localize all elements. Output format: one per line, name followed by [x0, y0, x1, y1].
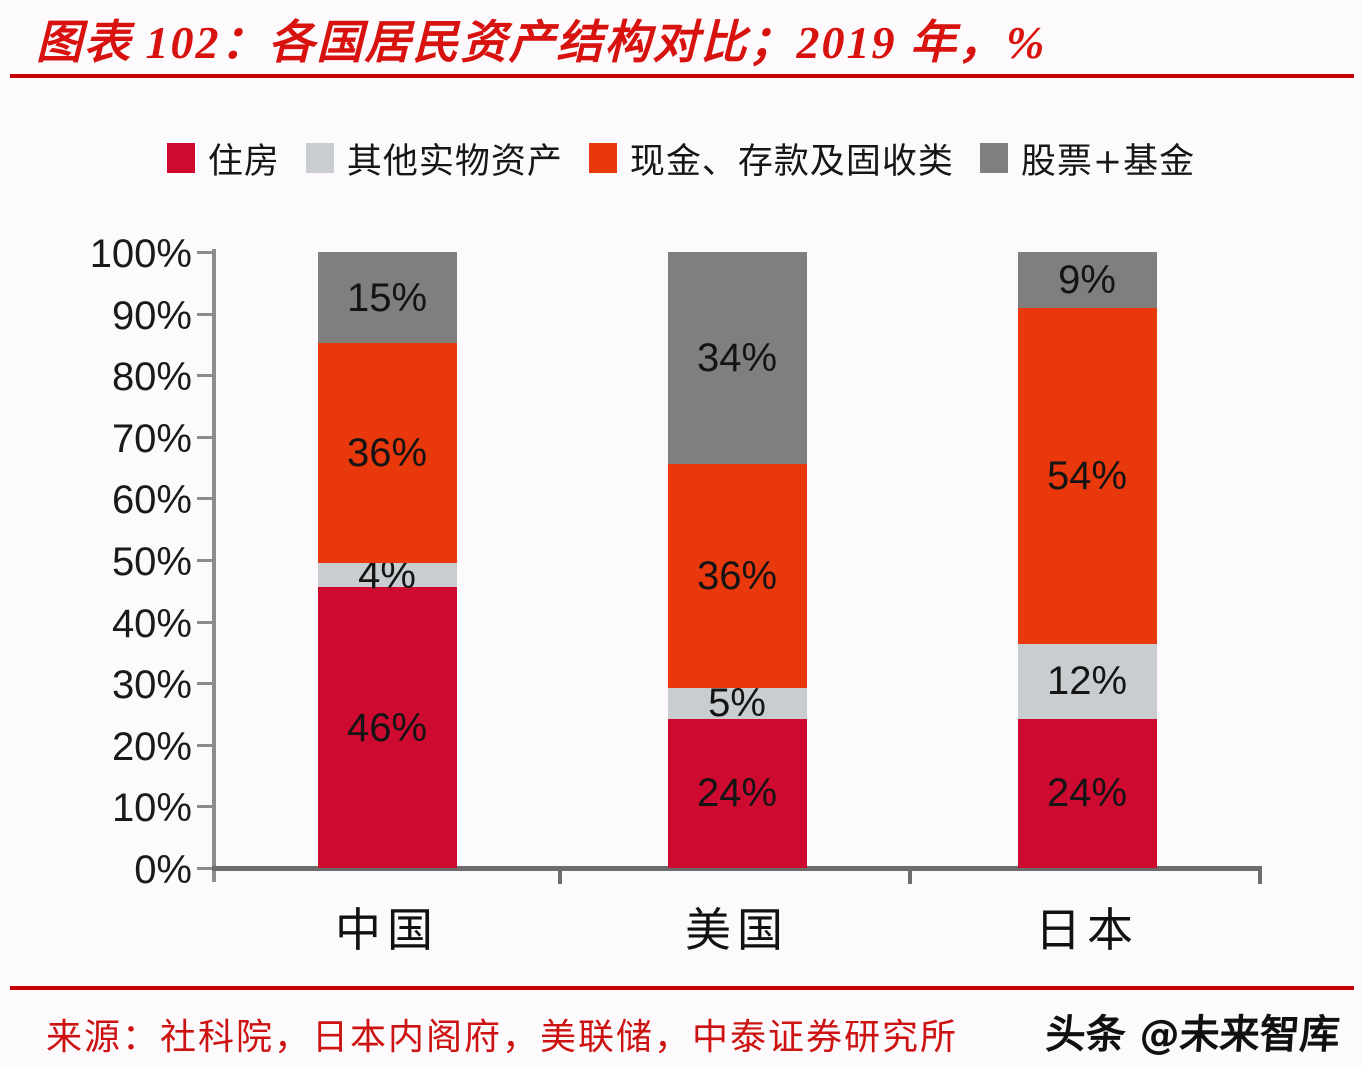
- bar-value-label: 36%: [346, 431, 428, 476]
- bar-value-label: 15%: [346, 275, 428, 320]
- bar-segment-日本-其他实物资产: 12%: [1017, 644, 1157, 719]
- y-axis-tick-mark: [197, 559, 212, 562]
- y-axis-tick-label: 80%: [111, 355, 192, 400]
- bar-segment-美国-其他实物资产: 5%: [667, 683, 807, 723]
- y-axis-tick-label: 50%: [111, 540, 192, 584]
- bar-value-label: 36%: [696, 553, 778, 598]
- x-axis-category-label: 日本: [1035, 903, 1139, 957]
- bar-value-label: 9%: [1058, 258, 1116, 302]
- legend-swatch-icon: [588, 143, 617, 173]
- x-axis-tick-mark: [558, 866, 562, 884]
- bar-value-label: 5%: [708, 681, 766, 726]
- y-axis-tick-label: 100%: [89, 232, 192, 276]
- watermark: 头条 @未来智库: [1044, 1012, 1342, 1058]
- bar-value-label: 54%: [1046, 454, 1128, 498]
- legend-swatch-icon: [979, 143, 1008, 173]
- y-axis-tick-mark: [197, 435, 212, 439]
- y-axis-tick-mark: [197, 620, 212, 624]
- y-axis-tick-mark: [197, 743, 212, 747]
- y-axis-tick-mark: [197, 497, 212, 501]
- bar-value-label: 12%: [1046, 659, 1128, 704]
- y-axis-tick-mark: [197, 682, 212, 686]
- y-axis-line: [212, 249, 216, 882]
- bar-value-label: 24%: [1046, 771, 1128, 816]
- legend-label: 住房: [207, 141, 280, 182]
- bar-segment-美国-现金、存款及固收类: 36%: [667, 463, 807, 688]
- bar-value-label: 46%: [346, 705, 428, 750]
- x-axis-category-label: 美国: [685, 903, 789, 957]
- y-axis-tick-label: 10%: [111, 786, 192, 831]
- bar-segment-日本-住房: 24%: [1017, 718, 1157, 868]
- bar-segment-日本-现金、存款及固收类: 54%: [1017, 308, 1157, 644]
- bar-value-label: 24%: [696, 771, 778, 816]
- bar-segment-中国-其他实物资产: 4%: [317, 555, 457, 595]
- bar-value-label: 34%: [696, 335, 778, 380]
- y-axis-tick-label: 90%: [111, 293, 192, 338]
- legend-item-4: 股票+基金: [979, 133, 1196, 184]
- bar-segment-日本-股票+基金: 9%: [1017, 252, 1157, 308]
- x-axis-category-label: 中国: [335, 903, 439, 957]
- bar-segment-美国-股票+基金: 34%: [667, 252, 807, 464]
- x-axis-tick-mark: [1258, 866, 1262, 884]
- x-axis-tick-mark: [908, 866, 912, 884]
- y-axis-tick-label: 20%: [111, 724, 192, 769]
- bar-segment-中国-股票+基金: 15%: [317, 252, 457, 344]
- legend-label: 其他实物资产: [346, 141, 563, 182]
- bar-segment-中国-现金、存款及固收类: 36%: [317, 343, 457, 564]
- legend-swatch-icon: [166, 143, 195, 173]
- y-axis-tick-label: 70%: [111, 416, 192, 461]
- x-axis-line: [212, 866, 1262, 871]
- bar-segment-中国-住房: 46%: [317, 587, 457, 868]
- title-divider: [10, 74, 1354, 78]
- y-axis-tick-label: 30%: [111, 663, 192, 708]
- legend-item-1: 住房: [166, 133, 280, 184]
- y-axis-tick-mark: [197, 251, 212, 254]
- legend-swatch-icon: [305, 143, 334, 173]
- source-note: 来源：社科院，日本内阁府，美联储，中泰证券研究所: [46, 1017, 959, 1058]
- bar-segment-美国-住房: 24%: [667, 718, 807, 868]
- figure-title: 图表 102：各国居民资产结构对比；2019 年，%: [36, 17, 1047, 68]
- legend-label: 股票+基金: [1020, 141, 1196, 182]
- y-axis-tick-label: 0%: [134, 848, 192, 892]
- y-axis-tick-mark: [197, 374, 212, 378]
- chart-legend: 住房 其他实物资产 现金、存款及固收类 股票+基金: [0, 134, 1362, 182]
- y-axis-tick-mark: [197, 805, 212, 809]
- y-axis-tick-label: 40%: [111, 601, 192, 646]
- y-axis-tick-mark: [197, 312, 212, 316]
- legend-label: 现金、存款及固收类: [629, 141, 954, 182]
- y-axis-tick-label: 60%: [111, 478, 192, 523]
- y-axis-tick-mark: [197, 867, 212, 870]
- legend-item-3: 现金、存款及固收类: [588, 133, 954, 184]
- footer-divider: [10, 986, 1354, 990]
- legend-item-2: 其他实物资产: [305, 133, 563, 184]
